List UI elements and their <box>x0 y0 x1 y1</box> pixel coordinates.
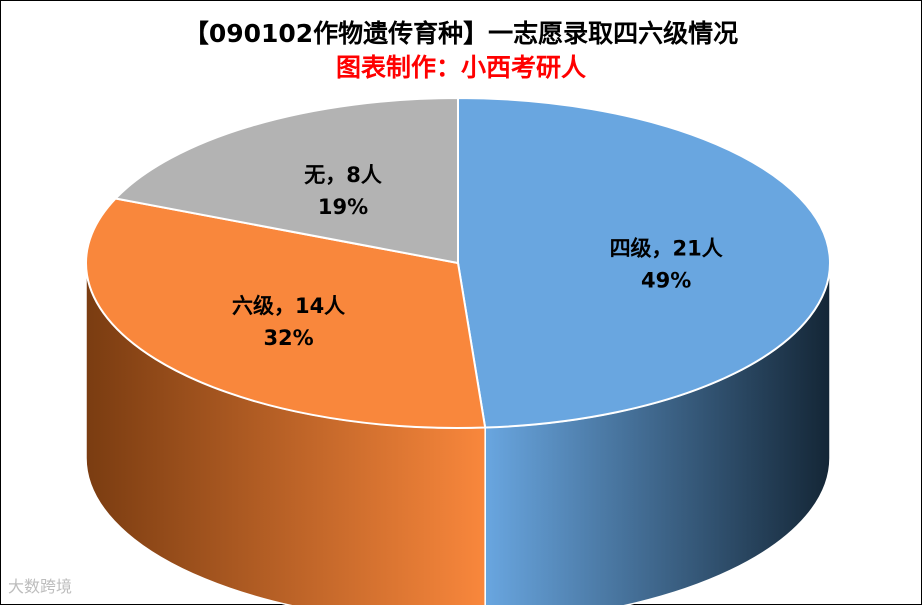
slice-2-top <box>113 96 459 265</box>
slice-0-label: 四级，21人 <box>610 237 723 261</box>
slice-0-top <box>457 96 831 429</box>
watermark: 大数跨境 <box>8 577 73 596</box>
slice-1-label: 六级，14人 <box>232 294 345 318</box>
chart-subtitle: 图表制作：小西考研人 <box>335 53 586 82</box>
chart-title: 【090102作物遗传育种】一志愿录取四六级情况 <box>183 19 739 48</box>
slice-1-percent: 32% <box>263 326 313 350</box>
slice-2-percent: 19% <box>318 195 368 219</box>
pie-tops <box>85 96 831 429</box>
slice-0-percent: 49% <box>641 269 691 293</box>
slice-1-top <box>85 197 487 429</box>
pie-labels: 四级，21人 49% 六级，14人 32% 无，8人 19% <box>232 163 723 350</box>
slice-2-label: 无，8人 <box>304 163 382 187</box>
